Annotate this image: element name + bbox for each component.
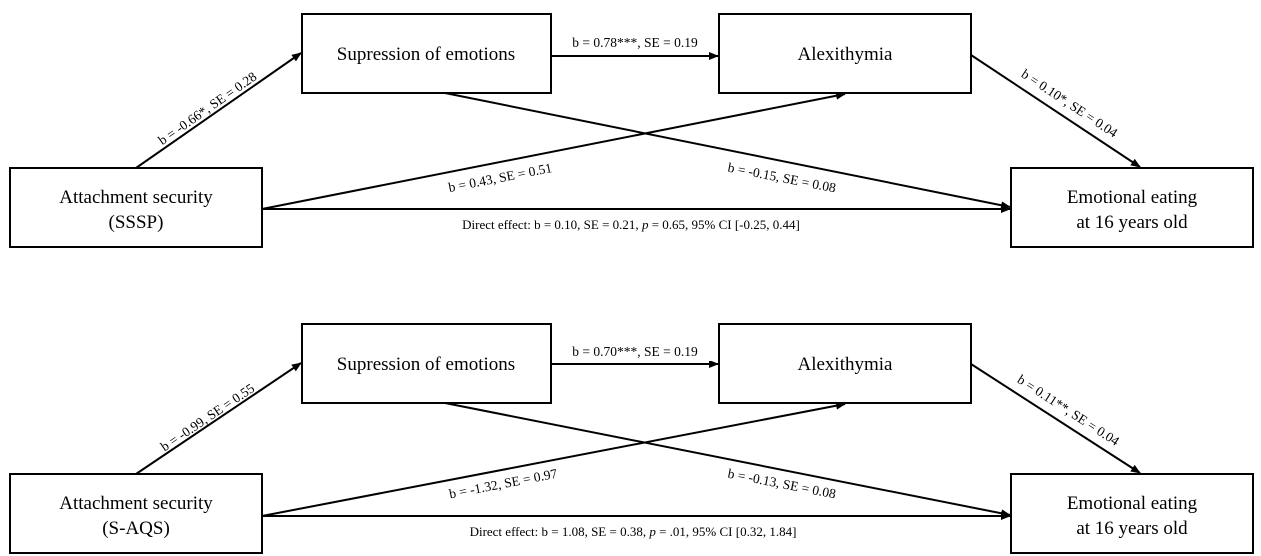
- model-saqs: Attachment security (S-AQS) Supression o…: [9, 323, 1254, 554]
- path-label-m1-to-m2: b = 0.78***, SE = 0.19: [572, 35, 698, 50]
- outcome-sublabel: at 16 years old: [1076, 518, 1188, 539]
- predictor-label: Attachment security: [59, 493, 213, 514]
- path-label-direct-effect: Direct effect: b = 0.10, SE = 0.21, p = …: [462, 217, 800, 232]
- path-label-m1-to-outcome: b = -0.13, SE = 0.08: [727, 466, 838, 502]
- mediator2-label: Alexithymia: [798, 354, 894, 375]
- path-label-m2-to-outcome: b = 0.11**, SE = 0.04: [1015, 372, 1123, 449]
- mediator2-label: Alexithymia: [798, 44, 894, 65]
- predictor-sublabel: (S-AQS): [102, 518, 170, 539]
- path-label-m1-to-m2: b = 0.70***, SE = 0.19: [572, 344, 698, 359]
- outcome-sublabel: at 16 years old: [1076, 212, 1188, 233]
- arrow-m2-to-outcome: [970, 363, 1141, 474]
- arrow-m1-to-outcome: [444, 402, 1011, 518]
- predictor-box: [9, 473, 263, 554]
- predictor-sublabel: (SSSP): [109, 212, 164, 233]
- outcome-label: Emotional eating: [1067, 187, 1198, 208]
- predictor-box: [9, 167, 263, 248]
- path-label-predictor-to-m1: b = -0.66*, SE = 0.28: [155, 69, 259, 148]
- path-label-predictor-to-m2: b = -1.32, SE = 0.97: [448, 466, 559, 502]
- mediator1-box: [301, 13, 552, 94]
- arrow-predictor-to-m2: [261, 401, 846, 517]
- arrow-predictor-to-m1: [135, 52, 302, 169]
- path-label-predictor-to-m2: b = 0.43, SE = 0.51: [447, 160, 553, 195]
- arrow-m1-to-outcome: [444, 92, 1011, 210]
- mediator2-box: [718, 323, 972, 404]
- mediator1-label: Supression of emotions: [337, 354, 515, 375]
- arrow-predictor-to-m2: [261, 91, 846, 210]
- outcome-box: [1010, 473, 1254, 554]
- outcome-box: [1010, 167, 1254, 248]
- predictor-label: Attachment security: [59, 187, 213, 208]
- path-label-direct-effect: Direct effect: b = 1.08, SE = 0.38, p = …: [470, 524, 797, 539]
- model-sssp: Attachment security (SSSP) Supression of…: [9, 13, 1254, 248]
- outcome-label: Emotional eating: [1067, 493, 1198, 514]
- path-label-m2-to-outcome: b = 0.10*, SE = 0.04: [1019, 66, 1121, 140]
- path-label-m1-to-outcome: b = -0.15, SE = 0.08: [727, 160, 838, 196]
- mediator2-box: [718, 13, 972, 94]
- arrow-predictor-to-m1: [135, 362, 302, 475]
- mediator1-label: Supression of emotions: [337, 44, 515, 65]
- arrow-m2-to-outcome: [970, 54, 1141, 168]
- path-label-predictor-to-m1: b = -0.99, SE = 0.55: [158, 380, 258, 454]
